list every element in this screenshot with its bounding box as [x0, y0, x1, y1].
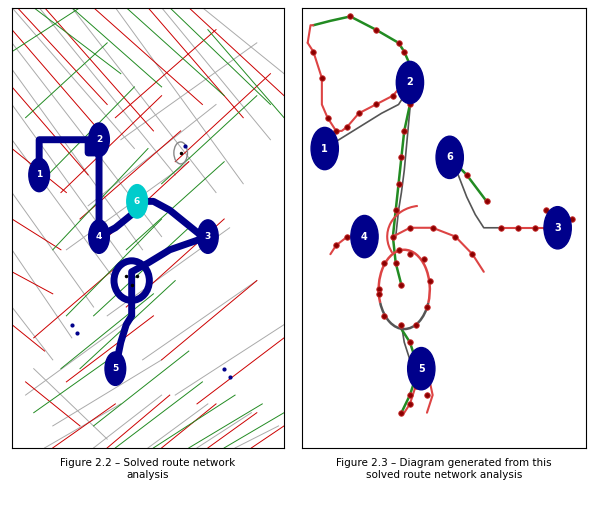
- Circle shape: [396, 62, 423, 104]
- Text: 3: 3: [205, 232, 211, 241]
- Text: 3: 3: [554, 223, 561, 233]
- Circle shape: [89, 123, 109, 156]
- Text: 5: 5: [418, 363, 425, 374]
- Text: 6: 6: [134, 197, 141, 206]
- Text: 4: 4: [361, 232, 368, 242]
- Circle shape: [436, 136, 463, 179]
- Circle shape: [311, 127, 338, 169]
- Text: 1: 1: [36, 171, 42, 180]
- Text: 5: 5: [112, 364, 118, 373]
- Text: 2: 2: [407, 77, 413, 88]
- Circle shape: [89, 220, 109, 253]
- Text: 2: 2: [96, 135, 102, 144]
- Circle shape: [105, 352, 126, 385]
- Text: Figure 2.3 – Diagram generated from this
solved route network analysis: Figure 2.3 – Diagram generated from this…: [336, 458, 551, 479]
- Circle shape: [351, 215, 378, 258]
- Circle shape: [127, 185, 148, 218]
- Text: 4: 4: [96, 232, 102, 241]
- Text: 1: 1: [321, 144, 328, 154]
- Circle shape: [197, 220, 218, 253]
- Text: Figure 2.2 – Solved route network
analysis: Figure 2.2 – Solved route network analys…: [60, 458, 236, 479]
- Text: 6: 6: [446, 152, 453, 162]
- Circle shape: [408, 348, 435, 390]
- Circle shape: [544, 207, 571, 249]
- Circle shape: [29, 158, 50, 192]
